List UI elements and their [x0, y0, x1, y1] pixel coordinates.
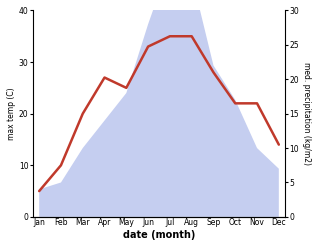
- X-axis label: date (month): date (month): [123, 230, 195, 240]
- Y-axis label: med. precipitation (kg/m2): med. precipitation (kg/m2): [302, 62, 311, 165]
- Y-axis label: max temp (C): max temp (C): [7, 87, 16, 140]
